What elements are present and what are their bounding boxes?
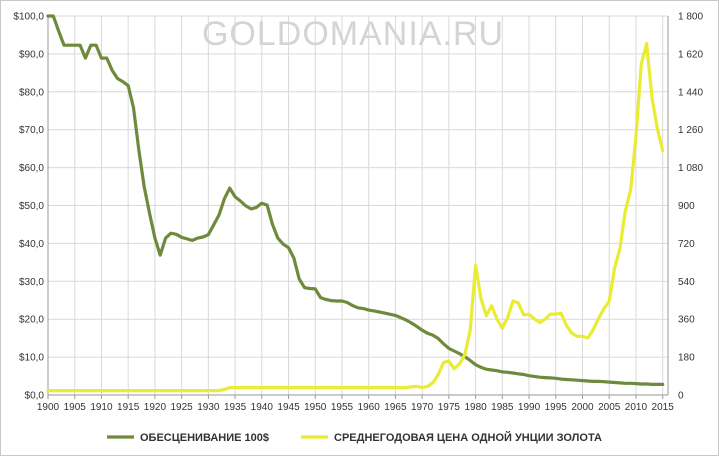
right-tick-label: 1 440 [678,87,703,98]
x-tick-label: 1910 [90,402,113,413]
x-tick-label: 2005 [598,402,621,413]
right-tick-label: 360 [678,315,695,326]
x-tick-label: 2015 [652,402,675,413]
right-tick-label: 1 260 [678,125,703,136]
x-tick-label: 1970 [411,402,434,413]
right-tick-label: 540 [678,277,695,288]
x-axis-ticks: 1900 1905 1910 1915 1920 1925 1930 1935 1940 1945… [37,402,674,413]
x-tick-label: 1940 [251,402,274,413]
right-axis-ticks: 0 180 360 540 720 900 1 080 1 260 1 440 1 620 1 80… [678,12,703,402]
x-tick-label: 1915 [117,402,140,413]
left-tick-label: $60,0 [19,163,44,174]
left-tick-label: $70,0 [19,125,44,136]
x-tick-label: 1995 [545,402,568,413]
right-tick-label: 720 [678,239,695,250]
series-line-gold-price [46,41,665,393]
x-tick-label: 1980 [464,402,487,413]
x-tick-label: 1965 [384,402,407,413]
grid-layer [47,15,668,395]
left-tick-label: $0,0 [25,391,45,402]
right-tick-label: 180 [678,353,695,364]
legend-label-devaluation: ОБЕСЦЕНИВАНИЕ 100$ [140,432,269,444]
left-tick-label: $20,0 [19,315,44,326]
watermark-text: GOLDOMANIA.RU [202,15,504,53]
left-tick-label: $100,0 [13,12,44,23]
left-tick-label: $30,0 [19,277,44,288]
x-tick-label: 1920 [144,402,167,413]
right-tick-label: 0 [678,391,684,402]
series-layer [46,14,665,393]
x-tick-label: 1905 [64,402,87,413]
left-axis-ticks: $0,0 $10,0 $20,0 $30,0 $40,0 $50,0 $60,0 $70,0 $… [13,12,44,402]
left-tick-label: $50,0 [19,201,44,212]
x-tick-label: 1900 [37,402,60,413]
x-tick-label: 1945 [277,402,300,413]
series-line-devaluation [46,14,665,386]
left-tick-label: $40,0 [19,239,44,250]
right-tick-label: 900 [678,201,695,212]
x-tick-label: 1960 [358,402,381,413]
legend: ОБЕСЦЕНИВАНИЕ 100$ СРЕДНЕГОДОВАЯ ЦЕНА ОДН… [107,431,602,444]
right-tick-label: 1 080 [678,163,703,174]
left-tick-label: $90,0 [19,49,44,60]
x-tick-label: 1955 [331,402,354,413]
x-tick-label: 1975 [438,402,461,413]
left-tick-label: $10,0 [19,353,44,364]
right-tick-label: 1 800 [678,12,703,23]
x-tick-label: 2000 [571,402,594,413]
x-tick-label: 1985 [491,402,514,413]
x-tick-label: 2010 [625,402,648,413]
x-tick-label: 1930 [197,402,220,413]
x-tick-label: 1925 [170,402,193,413]
axes-layer [47,16,669,399]
legend-label-gold-price: СРЕДНЕГОДОВАЯ ЦЕНА ОДНОЙ УНЦИИ ЗОЛОТА [334,431,602,444]
x-tick-label: 1950 [304,402,327,413]
x-tick-label: 1990 [518,402,541,413]
left-tick-label: $80,0 [19,87,44,98]
x-tick-label: 1935 [224,402,247,413]
right-tick-label: 1 620 [678,49,703,60]
